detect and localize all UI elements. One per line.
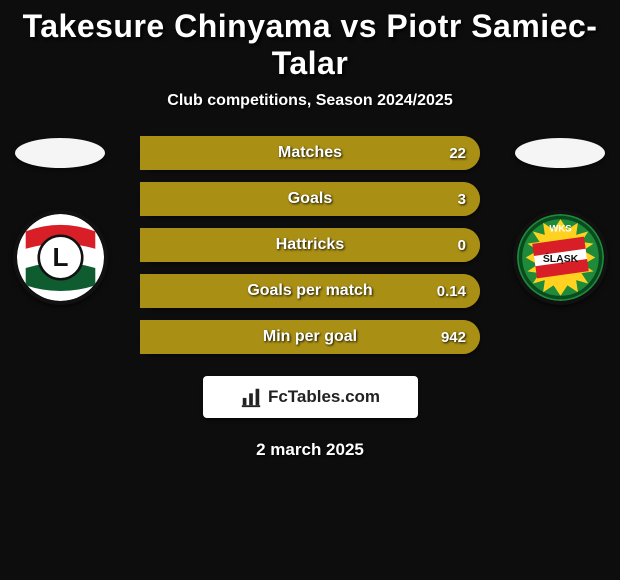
stat-row: Goals per match0.14: [140, 274, 480, 308]
stat-label: Goals: [140, 190, 480, 208]
svg-text:L: L: [52, 242, 68, 272]
stat-value-right: 0: [458, 237, 466, 254]
stat-row: Matches22: [140, 136, 480, 170]
stat-value-right: 3: [458, 191, 466, 208]
player-left-club-badge: L: [13, 210, 108, 305]
subtitle: Club competitions, Season 2024/2025: [0, 86, 620, 128]
svg-text:WKS: WKS: [549, 223, 571, 234]
stat-value-right: 0.14: [437, 283, 466, 300]
stat-row: Goals3: [140, 182, 480, 216]
legia-badge-icon: L: [17, 214, 104, 301]
stat-value-right: 942: [441, 329, 466, 346]
stat-value-right: 22: [449, 145, 466, 162]
stat-label: Hattricks: [140, 236, 480, 254]
page-title: Takesure Chinyama vs Piotr Samiec-Talar: [0, 0, 620, 86]
compare-area: L WKS ŚLĄSK Matches22 Goals3 Hattricks0: [0, 128, 620, 358]
comparison-card: Takesure Chinyama vs Piotr Samiec-Talar …: [0, 0, 620, 460]
brand-box[interactable]: FcTables.com: [203, 376, 418, 418]
stat-label: Matches: [140, 144, 480, 162]
stats-list: Matches22 Goals3 Hattricks0 Goals per match…: [140, 136, 480, 366]
player-right-club-badge: WKS ŚLĄSK: [513, 210, 608, 305]
player-right-silhouette: [515, 138, 605, 168]
player-right: WKS ŚLĄSK: [500, 128, 620, 358]
slask-badge-icon: WKS ŚLĄSK: [517, 214, 604, 301]
player-left: L: [0, 128, 120, 358]
brand-text: FcTables.com: [268, 387, 380, 407]
stat-label: Min per goal: [140, 328, 480, 346]
stat-label: Goals per match: [140, 282, 480, 300]
stat-row: Min per goal942: [140, 320, 480, 354]
date-line: 2 march 2025: [0, 440, 620, 460]
bar-chart-icon: [240, 386, 262, 408]
svg-text:ŚLĄSK: ŚLĄSK: [542, 252, 578, 265]
stat-row: Hattricks0: [140, 228, 480, 262]
player-left-silhouette: [15, 138, 105, 168]
